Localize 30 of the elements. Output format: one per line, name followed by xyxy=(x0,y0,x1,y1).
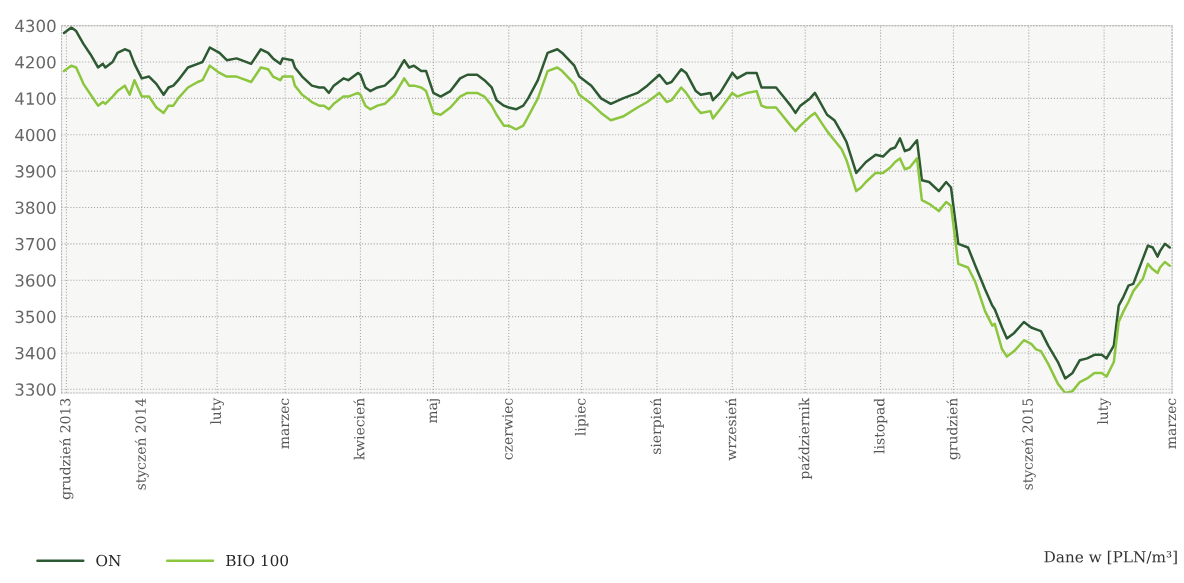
x-tick-label: czerwiec xyxy=(502,398,513,460)
x-tick-label: kwiecień xyxy=(353,398,365,460)
y-tick-label: 3800 xyxy=(15,201,56,215)
y-tick-label: 3600 xyxy=(15,274,56,287)
legend-label: BIO 100 xyxy=(226,554,289,567)
y-tick-label: 4200 xyxy=(15,55,56,69)
y-tick-label: 4300 xyxy=(15,19,56,33)
x-tick-label: wrzesień xyxy=(725,398,737,461)
x-tick-label: październik xyxy=(798,397,813,480)
y-tick-label: 3400 xyxy=(15,346,56,360)
y-tick-label: 3900 xyxy=(15,165,56,178)
y-tick-label: 3700 xyxy=(15,237,56,251)
x-tick-label: sierpień xyxy=(650,398,664,454)
y-tick-label: 4000 xyxy=(15,128,56,142)
x-tick-label: styczeń 2014 xyxy=(134,398,149,490)
x-tick-label: luty xyxy=(210,397,224,425)
x-tick-label: lipiec xyxy=(574,398,589,436)
x-tick-label: styczeń 2015 xyxy=(1021,398,1036,490)
x-tick-label: luty xyxy=(1097,397,1111,425)
x-tick-label: marzec xyxy=(281,398,290,449)
x-tick-label: listopad xyxy=(873,398,888,454)
y-tick-label: 4100 xyxy=(15,92,56,105)
y-tick-label: 3500 xyxy=(15,310,56,324)
legend-label: ON xyxy=(96,554,121,567)
text: Dane w [PLN/m³] xyxy=(1044,550,1177,565)
x-tick-label: grudzień 2013 xyxy=(59,398,74,500)
y-tick-label: 3300 xyxy=(15,383,56,396)
x-tick-label: marzec xyxy=(1168,398,1177,449)
x-tick-label: grudzień xyxy=(946,398,961,460)
x-tick-label: maj xyxy=(426,399,441,424)
